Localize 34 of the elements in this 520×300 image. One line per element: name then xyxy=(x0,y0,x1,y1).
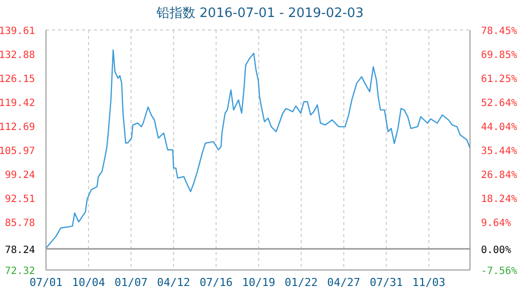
x-tick-label: 10/04 xyxy=(72,276,106,289)
x-tick-label: 04/12 xyxy=(157,276,190,289)
y-tick-label: 92.51 xyxy=(4,194,35,205)
x-tick-label: 07/01 xyxy=(29,276,63,289)
y2-tick-label: 69.85% xyxy=(481,50,518,61)
line-series xyxy=(46,49,470,248)
y2-tick-label: 78.45% xyxy=(481,26,518,37)
y2-tick-label: 9.64% xyxy=(481,218,512,230)
y-tick-label: 78.24 xyxy=(4,244,35,256)
x-tick-label: 01/07 xyxy=(114,276,148,289)
y-tick-label: 126.15 xyxy=(0,74,35,86)
x-tick-label: 11/03 xyxy=(412,276,446,289)
y-tick-label: 139.61 xyxy=(0,26,35,37)
x-tick-label: 07/31 xyxy=(370,276,403,289)
y-tick-label: 72.32 xyxy=(4,266,35,277)
x-tick-label: 01/22 xyxy=(284,276,318,289)
chart-title: 铅指数 2016-07-01 - 2019-02-03 xyxy=(155,5,365,22)
y2-tick-label: 35.44% xyxy=(481,146,518,158)
y-tick-label: 105.97 xyxy=(0,146,35,157)
y2-tick-label: 26.84% xyxy=(481,170,518,182)
y-tick-label: 85.78 xyxy=(4,218,35,229)
y-tick-label: 112.69 xyxy=(0,122,35,134)
y2-tick-label: 0.00% xyxy=(481,244,512,256)
y-tick-label: 119.42 xyxy=(0,98,35,110)
y2-tick-label: 44.04% xyxy=(481,122,518,134)
x-tick-label: 07/16 xyxy=(200,276,233,289)
x-tick-label: 04/27 xyxy=(327,276,360,289)
y2-tick-label: 52.64% xyxy=(481,98,518,110)
y2-tick-label: 18.24% xyxy=(481,194,518,206)
y2-tick-label: 61.25% xyxy=(481,74,518,85)
x-tick-label: 10/19 xyxy=(242,276,276,289)
y2-tick-label: -7.56% xyxy=(481,266,518,277)
y-tick-label: 99.24 xyxy=(4,170,35,181)
y-tick-label: 132.88 xyxy=(0,50,35,62)
